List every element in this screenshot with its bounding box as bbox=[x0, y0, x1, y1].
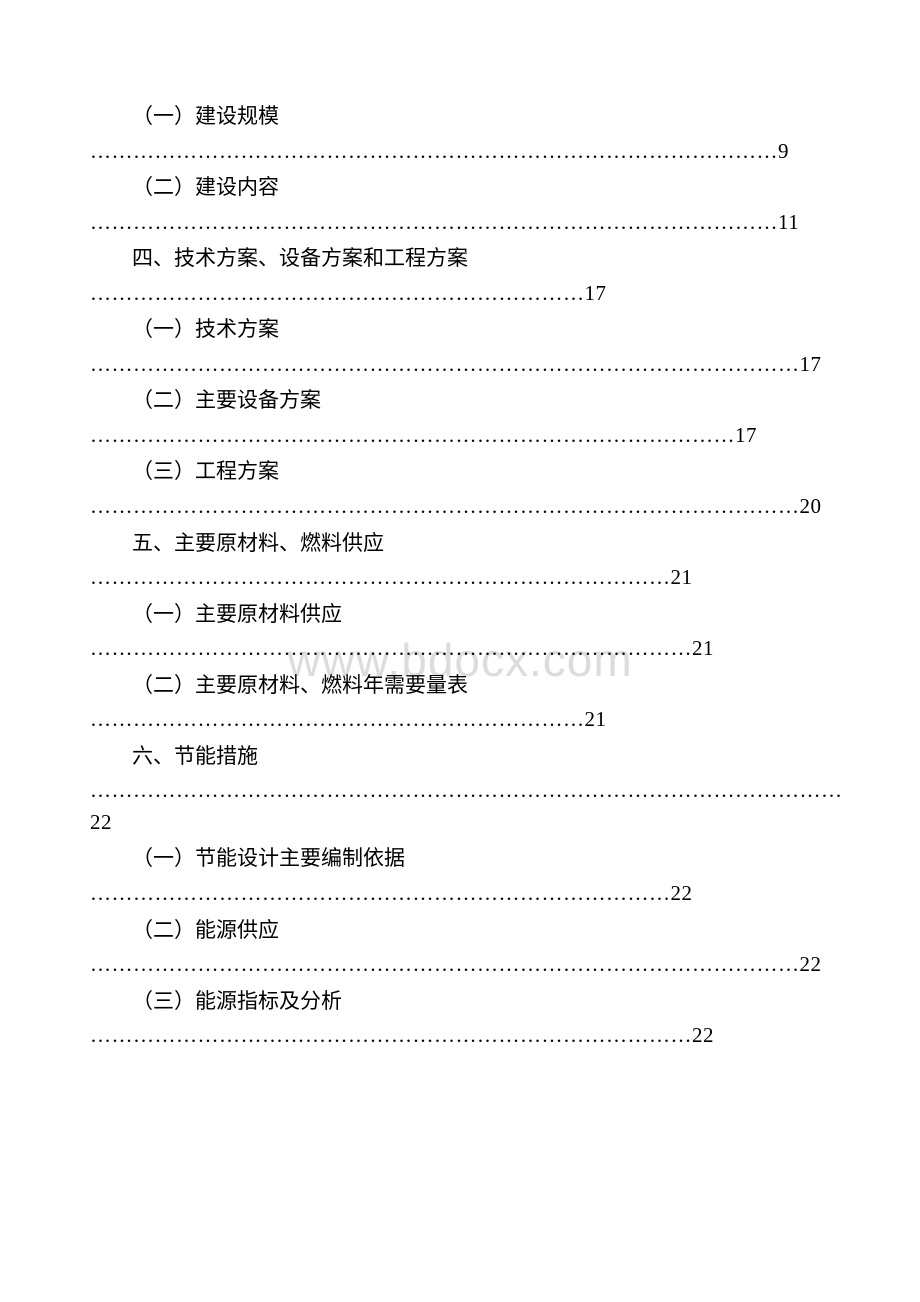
toc-entry: （一）建设规模 ……………………………………………………………………………………… bbox=[90, 100, 830, 167]
toc-title: （三）能源指标及分析 bbox=[90, 985, 830, 1019]
toc-dots-page: ……………………………………………………………………………………………22 bbox=[90, 775, 830, 838]
toc-dots-page: ……………………………………………………………………………………9 bbox=[90, 136, 830, 168]
toc-entry: （三）工程方案 ……………………………………………………………………………………… bbox=[90, 455, 830, 522]
toc-dots-page: ………………………………………………………………………22 bbox=[90, 878, 830, 910]
toc-dots-page: ……………………………………………………………17 bbox=[90, 278, 830, 310]
toc-entry: （二）主要原材料、燃料年需要量表 ……………………………………………………………… bbox=[90, 669, 830, 736]
toc-entry: （二）主要设备方案 ………………………………………………………………………………… bbox=[90, 384, 830, 451]
toc-dots-page: ………………………………………………………………………………………20 bbox=[90, 491, 830, 523]
toc-dots-page: …………………………………………………………………………22 bbox=[90, 1020, 830, 1052]
toc-dots-page: ………………………………………………………………………21 bbox=[90, 562, 830, 594]
toc-dots-page: …………………………………………………………………………21 bbox=[90, 633, 830, 665]
toc-title: （二）主要设备方案 bbox=[90, 384, 830, 418]
toc-title: 五、主要原材料、燃料供应 bbox=[90, 527, 830, 561]
toc-title: （二）能源供应 bbox=[90, 914, 830, 948]
toc-content: （一）建设规模 ……………………………………………………………………………………… bbox=[0, 0, 920, 1116]
toc-entry: （二）能源供应 ……………………………………………………………………………………… bbox=[90, 914, 830, 981]
toc-dots-page: ……………………………………………………………………………………11 bbox=[90, 207, 830, 239]
toc-title: （二）建设内容 bbox=[90, 171, 830, 205]
toc-dots-page: ………………………………………………………………………………………17 bbox=[90, 349, 830, 381]
toc-entry: 四、技术方案、设备方案和工程方案 ……………………………………………………………… bbox=[90, 242, 830, 309]
toc-title: 四、技术方案、设备方案和工程方案 bbox=[90, 242, 830, 276]
toc-entry: （二）建设内容 ……………………………………………………………………………………… bbox=[90, 171, 830, 238]
toc-entry: 五、主要原材料、燃料供应 ………………………………………………………………………… bbox=[90, 527, 830, 594]
toc-entry: （三）能源指标及分析 …………………………………………………………………………2… bbox=[90, 985, 830, 1052]
toc-dots-page: ………………………………………………………………………………………22 bbox=[90, 949, 830, 981]
toc-title: 六、节能措施 bbox=[90, 740, 830, 774]
toc-title: （一）建设规模 bbox=[90, 100, 830, 134]
toc-dots-page: ……………………………………………………………21 bbox=[90, 704, 830, 736]
toc-title: （一）节能设计主要编制依据 bbox=[90, 842, 830, 876]
toc-title: （三）工程方案 bbox=[90, 455, 830, 489]
toc-title: （一）技术方案 bbox=[90, 313, 830, 347]
toc-entry: （一）节能设计主要编制依据 ……………………………………………………………………… bbox=[90, 842, 830, 909]
toc-entry: 六、节能措施 ………………………………………………………………………………………… bbox=[90, 740, 830, 839]
toc-title: （二）主要原材料、燃料年需要量表 bbox=[90, 669, 830, 703]
toc-dots-page: ………………………………………………………………………………17 bbox=[90, 420, 830, 452]
toc-entry: （一）主要原材料供应 …………………………………………………………………………2… bbox=[90, 598, 830, 665]
toc-entry: （一）技术方案 ……………………………………………………………………………………… bbox=[90, 313, 830, 380]
toc-title: （一）主要原材料供应 bbox=[90, 598, 830, 632]
